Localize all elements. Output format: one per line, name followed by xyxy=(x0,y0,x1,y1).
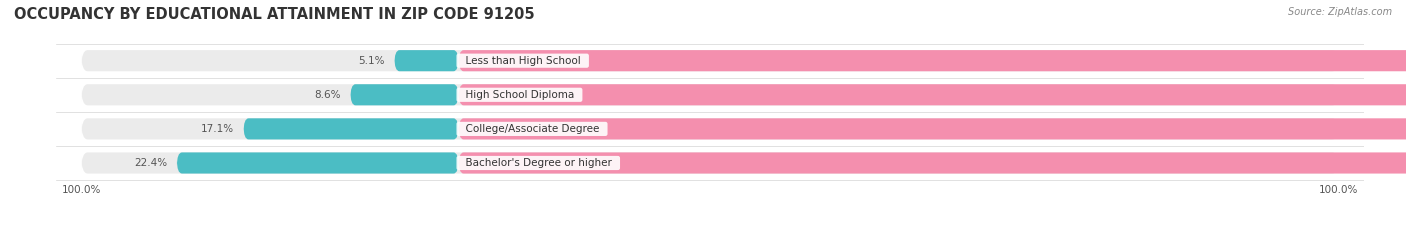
Text: Less than High School: Less than High School xyxy=(458,56,586,66)
FancyBboxPatch shape xyxy=(82,118,1339,140)
FancyBboxPatch shape xyxy=(82,152,1339,174)
FancyBboxPatch shape xyxy=(395,50,458,71)
FancyBboxPatch shape xyxy=(177,152,458,174)
Text: 5.1%: 5.1% xyxy=(359,56,384,66)
FancyBboxPatch shape xyxy=(243,118,458,140)
Text: 17.1%: 17.1% xyxy=(201,124,233,134)
FancyBboxPatch shape xyxy=(350,84,458,105)
FancyBboxPatch shape xyxy=(458,152,1406,174)
Text: 22.4%: 22.4% xyxy=(134,158,167,168)
Text: Source: ZipAtlas.com: Source: ZipAtlas.com xyxy=(1288,7,1392,17)
FancyBboxPatch shape xyxy=(458,50,1406,71)
Text: High School Diploma: High School Diploma xyxy=(458,90,581,100)
FancyBboxPatch shape xyxy=(458,84,1406,105)
FancyBboxPatch shape xyxy=(458,118,1406,140)
Text: 8.6%: 8.6% xyxy=(314,90,340,100)
Text: College/Associate Degree: College/Associate Degree xyxy=(458,124,606,134)
FancyBboxPatch shape xyxy=(82,50,1339,71)
Text: Bachelor's Degree or higher: Bachelor's Degree or higher xyxy=(458,158,619,168)
FancyBboxPatch shape xyxy=(82,84,1339,105)
Text: OCCUPANCY BY EDUCATIONAL ATTAINMENT IN ZIP CODE 91205: OCCUPANCY BY EDUCATIONAL ATTAINMENT IN Z… xyxy=(14,7,534,22)
